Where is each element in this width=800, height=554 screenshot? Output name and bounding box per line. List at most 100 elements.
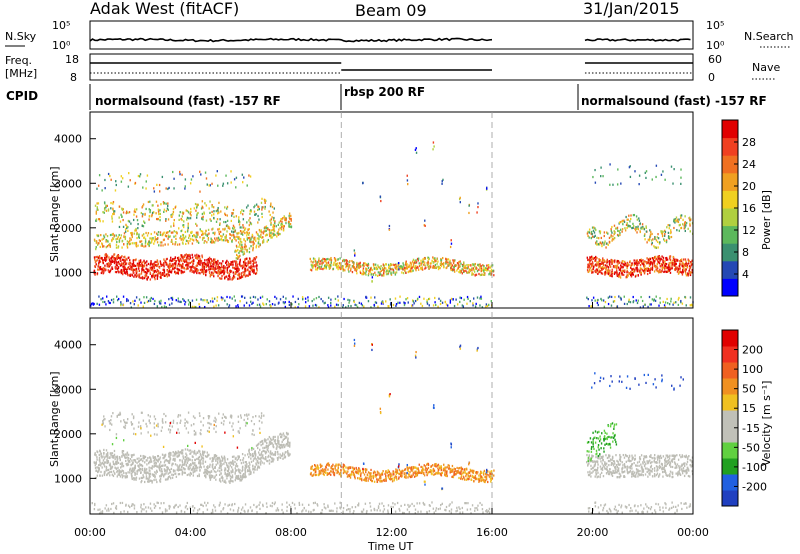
scatter-cell <box>205 177 208 180</box>
scatter-cell <box>106 451 109 455</box>
scatter-cell <box>252 459 255 462</box>
scatter-cell <box>264 226 266 229</box>
scatter-cell <box>597 237 600 240</box>
scatter-cell <box>216 461 219 464</box>
scatter-cell <box>623 219 625 222</box>
scatter-cell <box>637 225 639 228</box>
scatter-cell <box>228 265 231 268</box>
scatter-cell <box>98 262 100 265</box>
scatter-cell <box>126 258 128 261</box>
ytick-label: 1000 <box>54 266 82 279</box>
scatter-cell <box>264 205 266 209</box>
scatter-cell <box>622 266 624 269</box>
scatter-cell <box>464 266 467 269</box>
scatter-cell <box>186 461 189 464</box>
scatter-cell <box>684 295 686 299</box>
scatter-cell <box>198 460 200 463</box>
scatter-cell <box>486 264 488 267</box>
scatter-cell <box>94 452 96 455</box>
scatter-cell <box>219 478 221 481</box>
scatter-cell <box>446 261 448 264</box>
scatter-cell <box>327 306 330 309</box>
scatter-cell <box>141 476 143 480</box>
scatter-cell <box>187 267 189 270</box>
scatter-cell <box>643 264 645 267</box>
scatter-cell <box>192 270 194 273</box>
scatter-cell <box>211 297 214 300</box>
scatter-cell <box>357 264 359 267</box>
scatter-cell <box>342 304 345 307</box>
scatter-cell <box>157 460 159 463</box>
scatter-cell <box>182 455 184 458</box>
scatter-cell <box>384 266 386 270</box>
scatter-cell <box>345 306 347 309</box>
scatter-cell <box>348 266 350 269</box>
scatter-cell <box>406 174 408 177</box>
scatter-cell <box>159 215 161 219</box>
scatter-cell <box>127 453 130 456</box>
scatter-cell <box>231 476 234 479</box>
scatter-cell <box>168 303 171 306</box>
scatter-cell <box>120 466 122 469</box>
scatter-cell <box>309 257 311 261</box>
scatter-cell <box>668 263 670 267</box>
scatter-cell <box>209 268 212 271</box>
scatter-cell <box>93 269 96 272</box>
scatter-cell <box>456 262 459 265</box>
scatter-cell <box>629 301 632 304</box>
scatter-cell <box>423 261 426 264</box>
scatter-cell <box>118 216 120 219</box>
scatter-cell <box>200 466 202 469</box>
scatter-cell <box>124 475 126 478</box>
scatter-cell <box>106 469 108 472</box>
scatter-cell <box>238 255 240 258</box>
scatter-cell <box>211 182 213 185</box>
scatter-cell <box>260 233 262 236</box>
scatter-cell <box>340 263 342 266</box>
scatter-cell <box>149 475 151 478</box>
scatter-cell <box>218 272 221 276</box>
scatter-cell <box>244 467 246 470</box>
scatter-cell <box>467 297 469 300</box>
scatter-cell <box>387 271 390 275</box>
scatter-cell <box>124 255 126 258</box>
scatter-cell <box>152 211 155 214</box>
scatter-cell <box>185 239 188 242</box>
scatter-cell <box>248 257 251 260</box>
scatter-cell <box>665 267 667 270</box>
scatter-cell <box>288 300 290 304</box>
scatter-cell <box>368 269 370 273</box>
scatter-cell <box>662 256 665 259</box>
scatter-cell <box>155 238 158 241</box>
scatter-cell <box>479 266 481 270</box>
scatter-cell <box>210 265 212 268</box>
scatter-cell <box>390 263 392 266</box>
scatter-cell <box>490 264 493 267</box>
scatter-cell <box>106 454 109 457</box>
scatter-cell <box>468 268 471 271</box>
scatter-cell <box>174 472 176 475</box>
scatter-cell <box>412 262 415 265</box>
scatter-cell <box>154 464 157 467</box>
scatter-cell <box>221 475 223 478</box>
scatter-cell <box>394 297 397 300</box>
scatter-cell <box>242 271 244 274</box>
scatter-cell <box>313 260 315 263</box>
scatter-cell <box>276 232 278 235</box>
scatter-cell <box>148 218 150 221</box>
scatter-cell <box>122 211 125 214</box>
scatter-cell <box>205 229 207 232</box>
scatter-cell <box>164 274 166 277</box>
scatter-cell <box>274 233 276 237</box>
scatter-cell <box>623 260 626 263</box>
scatter-cell <box>127 471 129 474</box>
scatter-cell <box>426 299 428 302</box>
scatter-cell <box>232 469 234 472</box>
scatter-cell <box>649 261 652 264</box>
scatter-cell <box>202 462 204 465</box>
scatter-cell <box>153 462 156 465</box>
scatter-cell <box>212 265 215 268</box>
scatter-cell <box>93 461 95 464</box>
scatter-cell <box>139 173 142 176</box>
scatter-cell <box>372 273 375 276</box>
